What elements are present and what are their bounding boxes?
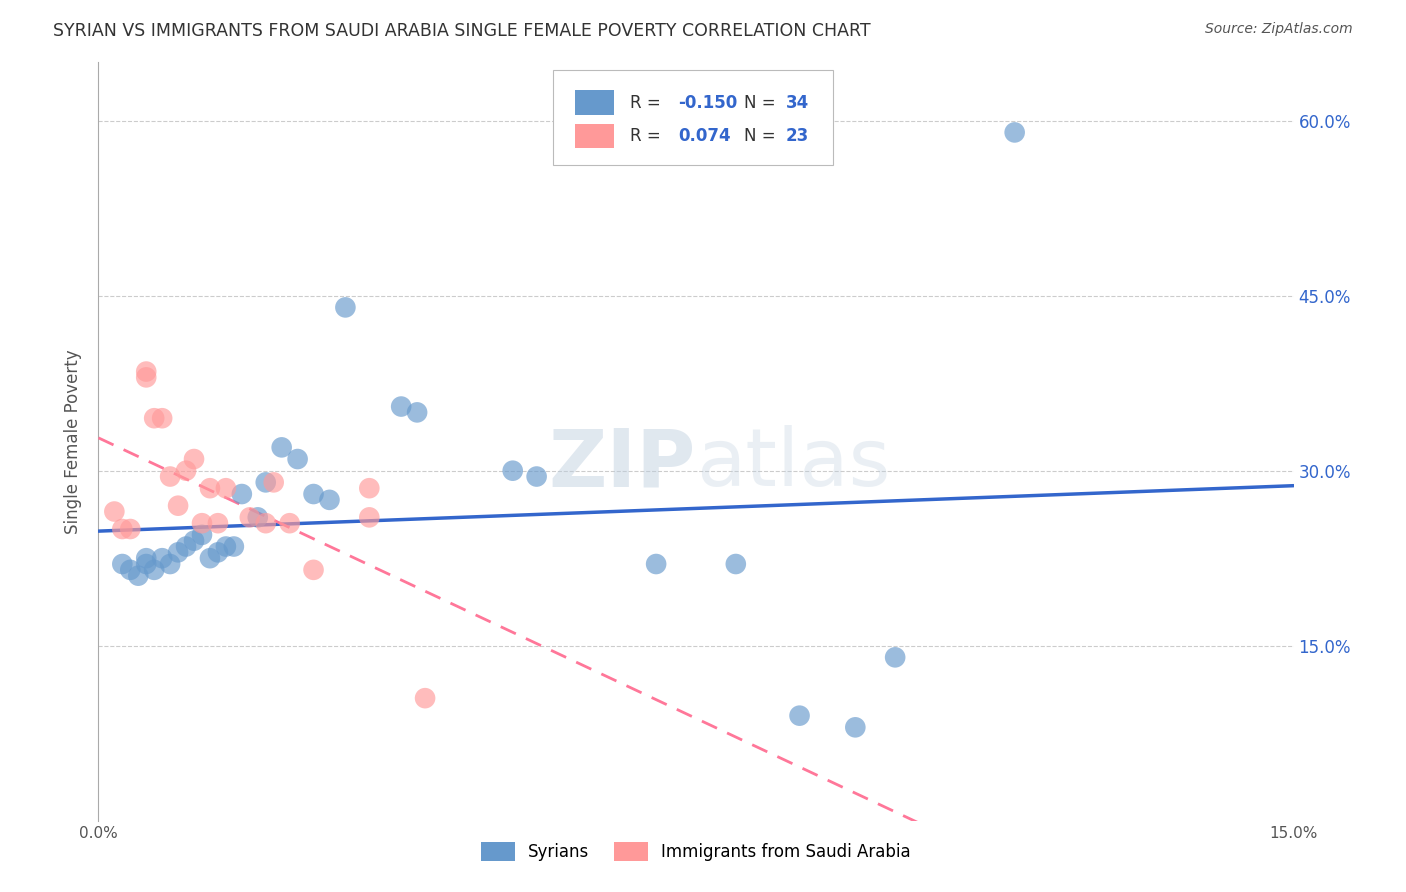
FancyBboxPatch shape xyxy=(553,70,834,165)
Point xyxy=(246,510,269,524)
Point xyxy=(111,522,134,536)
Point xyxy=(222,540,245,554)
Text: 0.074: 0.074 xyxy=(678,127,731,145)
Point xyxy=(844,720,866,734)
Point xyxy=(254,516,277,531)
Point xyxy=(174,540,197,554)
Point xyxy=(198,551,221,566)
Text: ZIP: ZIP xyxy=(548,425,696,503)
Point xyxy=(111,557,134,571)
Point xyxy=(645,557,668,571)
Text: atlas: atlas xyxy=(696,425,890,503)
Point xyxy=(215,481,238,495)
Point xyxy=(191,516,214,531)
FancyBboxPatch shape xyxy=(575,124,613,148)
Point xyxy=(884,650,907,665)
Text: Source: ZipAtlas.com: Source: ZipAtlas.com xyxy=(1205,22,1353,37)
Text: 23: 23 xyxy=(786,127,808,145)
Point xyxy=(198,481,221,495)
Point xyxy=(207,516,229,531)
Point xyxy=(191,528,214,542)
Point xyxy=(724,557,747,571)
Point xyxy=(167,545,190,559)
Point xyxy=(127,568,149,582)
Point xyxy=(143,411,166,425)
Point xyxy=(1004,125,1026,139)
Text: SYRIAN VS IMMIGRANTS FROM SAUDI ARABIA SINGLE FEMALE POVERTY CORRELATION CHART: SYRIAN VS IMMIGRANTS FROM SAUDI ARABIA S… xyxy=(53,22,872,40)
Text: N =: N = xyxy=(744,127,780,145)
Point xyxy=(159,469,181,483)
Point xyxy=(263,475,285,490)
Point xyxy=(239,510,262,524)
Text: -0.150: -0.150 xyxy=(678,94,737,112)
Point xyxy=(335,301,357,315)
Point xyxy=(159,557,181,571)
Y-axis label: Single Female Poverty: Single Female Poverty xyxy=(65,350,83,533)
Point xyxy=(302,487,325,501)
Text: N =: N = xyxy=(744,94,780,112)
Point xyxy=(359,510,381,524)
Point xyxy=(120,522,142,536)
Point xyxy=(215,540,238,554)
Point xyxy=(135,365,157,379)
Point xyxy=(135,557,157,571)
Point xyxy=(231,487,253,501)
Point xyxy=(789,708,811,723)
Point xyxy=(318,492,340,507)
Text: R =: R = xyxy=(630,127,672,145)
Point xyxy=(183,533,205,548)
Point xyxy=(135,370,157,384)
Point xyxy=(150,551,173,566)
Text: R =: R = xyxy=(630,94,666,112)
Point xyxy=(103,504,125,518)
Point xyxy=(406,405,429,419)
Point xyxy=(502,464,524,478)
Point xyxy=(359,481,381,495)
Point xyxy=(413,691,436,706)
Point xyxy=(254,475,277,490)
Point xyxy=(526,469,548,483)
Point xyxy=(120,563,142,577)
FancyBboxPatch shape xyxy=(575,90,613,115)
Point xyxy=(143,563,166,577)
Point xyxy=(287,452,309,467)
Legend: Syrians, Immigrants from Saudi Arabia: Syrians, Immigrants from Saudi Arabia xyxy=(472,833,920,869)
Point xyxy=(174,464,197,478)
Point xyxy=(278,516,301,531)
Point xyxy=(302,563,325,577)
Point xyxy=(150,411,173,425)
Point xyxy=(270,441,292,455)
Point xyxy=(135,551,157,566)
Point xyxy=(183,452,205,467)
Text: 34: 34 xyxy=(786,94,808,112)
Point xyxy=(389,400,412,414)
Point xyxy=(167,499,190,513)
Point xyxy=(207,545,229,559)
